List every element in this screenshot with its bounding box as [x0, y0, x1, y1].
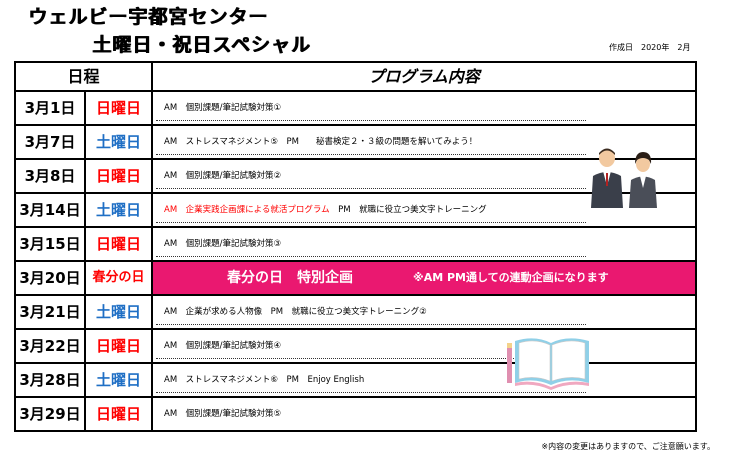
- table-row: 3月14日 土曜日 AM 企業実践企画課による就活プログラム PM 就職に役立つ…: [16, 194, 695, 228]
- row-date: 3月8日: [16, 160, 86, 192]
- created-date: 作成日 2020年 2月: [609, 43, 691, 52]
- row-day: 日曜日: [86, 398, 153, 432]
- open-book-icon: [507, 338, 589, 390]
- row-date: 3月1日: [16, 92, 86, 124]
- table-row: 3月1日 日曜日 AM 個別課題/筆記試験対策①: [16, 92, 695, 126]
- row-program-rest: PM 就職に役立つ美文字トレーニング: [329, 205, 487, 215]
- table-row: 3月8日 日曜日 AM 個別課題/筆記試験対策②: [16, 160, 695, 194]
- row-program: AM 個別課題/筆記試験対策②: [164, 171, 282, 181]
- row-day: 土曜日: [86, 364, 153, 396]
- row-underline: [156, 324, 586, 325]
- row-day: 春分の日: [86, 262, 153, 294]
- row-date: 3月14日: [16, 194, 86, 226]
- table-row: 3月20日 春分の日 春分の日 特別企画 ※AM PM通しての連動企画になります: [16, 262, 695, 296]
- page-title: 土曜日・祝日スペシャル: [92, 34, 311, 56]
- table-row: 3月29日 日曜日 AM 個別課題/筆記試験対策⑤: [16, 398, 695, 432]
- table-header: 日程 プログラム内容: [16, 63, 695, 92]
- header-schedule: 日程: [16, 63, 153, 90]
- row-date: 3月21日: [16, 296, 86, 328]
- row-program: AM ストレスマネジメント⑤ PM 秘書検定２・３級の問題を解いてみよう！: [164, 137, 478, 147]
- banner-note: ※AM PM通しての連動企画になります: [413, 271, 609, 284]
- row-program: AM 個別課題/筆記試験対策④: [164, 341, 282, 351]
- row-underline: [156, 256, 586, 257]
- row-date: 3月7日: [16, 126, 86, 158]
- table-row: 3月7日 土曜日 AM ストレスマネジメント⑤ PM 秘書検定２・３級の問題を解…: [16, 126, 695, 160]
- row-day: 日曜日: [86, 92, 153, 124]
- table-row: 3月21日 土曜日 AM 企業が求める人物像 PM 就職に役立つ美文字トレーニン…: [16, 296, 695, 330]
- row-day: 土曜日: [86, 194, 153, 226]
- row-program: AM ストレスマネジメント⑥ PM Enjoy English: [164, 375, 365, 385]
- row-program: AM 個別課題/筆記試験対策③: [164, 239, 282, 249]
- banner-title: 春分の日 特別企画: [227, 270, 353, 286]
- row-date: 3月15日: [16, 228, 86, 260]
- center-name: ウェルビー宇都宮センター: [28, 6, 269, 28]
- table-row: 3月15日 日曜日 AM 個別課題/筆記試験対策③: [16, 228, 695, 262]
- row-day: 日曜日: [86, 160, 153, 192]
- row-date: 3月22日: [16, 330, 86, 362]
- header-program: プログラム内容: [368, 67, 480, 86]
- row-program: AM 個別課題/筆記試験対策⑤: [164, 409, 282, 419]
- schedule-table: 日程 プログラム内容 3月1日 日曜日 AM 個別課題/筆記試験対策① 3月7日…: [14, 61, 697, 432]
- row-day: 土曜日: [86, 296, 153, 328]
- special-event-banner: 春分の日 特別企画 ※AM PM通しての連動企画になります: [153, 262, 695, 294]
- business-people-icon: [591, 148, 657, 208]
- table-row: 3月22日 日曜日 AM 個別課題/筆記試験対策④: [16, 330, 695, 364]
- row-program-highlight: AM 企業実践企画課による就活プログラム: [164, 205, 330, 215]
- row-date: 3月20日: [16, 262, 86, 294]
- row-day: 日曜日: [86, 330, 153, 362]
- footer-note: ※内容の変更はありますので、ご注意願います。: [541, 442, 715, 451]
- row-day: 日曜日: [86, 228, 153, 260]
- row-program: AM 個別課題/筆記試験対策①: [164, 103, 282, 113]
- row-program: AM 企業実践企画課による就活プログラム PM 就職に役立つ美文字トレーニング: [164, 194, 487, 226]
- row-date: 3月28日: [16, 364, 86, 396]
- row-underline: [156, 358, 586, 359]
- row-date: 3月29日: [16, 398, 86, 432]
- row-program: AM 企業が求める人物像 PM 就職に役立つ美文字トレーニング②: [164, 307, 427, 317]
- row-underline: [156, 188, 586, 189]
- table-row: 3月28日 土曜日 AM ストレスマネジメント⑥ PM Enjoy Englis…: [16, 364, 695, 398]
- row-underline: [156, 154, 586, 155]
- row-underline: [156, 120, 586, 121]
- row-underline: [156, 392, 586, 393]
- row-underline: [156, 222, 586, 223]
- row-day: 土曜日: [86, 126, 153, 158]
